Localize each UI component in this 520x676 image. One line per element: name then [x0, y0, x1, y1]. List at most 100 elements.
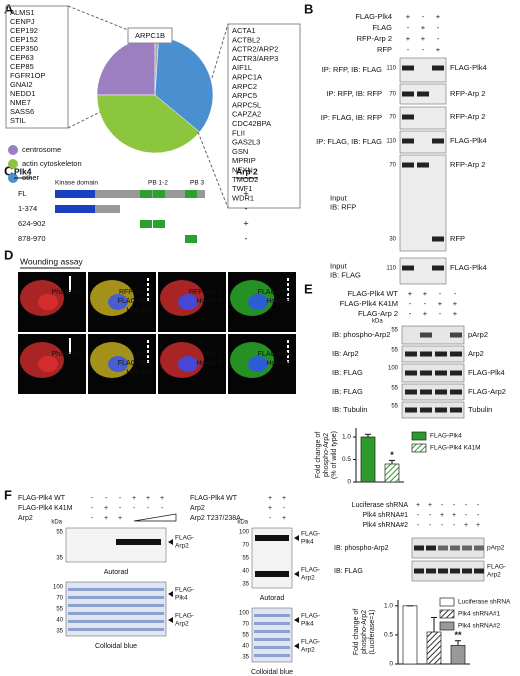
sign: +	[436, 12, 441, 21]
band	[474, 568, 484, 574]
sign: -	[429, 512, 432, 519]
gel-band	[254, 638, 290, 641]
band	[426, 545, 436, 551]
callout-label: ARPC1B	[135, 31, 165, 40]
domain	[185, 190, 197, 198]
legend-label: centrosome	[22, 145, 61, 154]
band	[462, 545, 472, 551]
band-label: Arp2	[301, 575, 315, 582]
blot-caption: Autorad	[260, 595, 285, 602]
panel-letter: A	[4, 1, 14, 16]
panel-letter: E	[304, 281, 313, 296]
sign: -	[417, 522, 420, 529]
band	[435, 389, 447, 395]
sign: -	[407, 23, 410, 32]
sign: -	[91, 495, 94, 502]
mw-marker: 55	[391, 328, 398, 334]
arrow	[294, 535, 299, 541]
band	[435, 370, 447, 376]
binding-result: -	[245, 203, 248, 213]
leader	[211, 23, 229, 79]
construct-label: 1-374	[18, 204, 37, 213]
domain	[153, 190, 165, 198]
panel-letter: B	[304, 1, 313, 16]
gene-name: GNAI2	[10, 80, 33, 89]
band	[462, 568, 472, 574]
stain-label: FLAG-Plk4	[118, 298, 152, 305]
band	[450, 407, 462, 413]
gene-name: TMOD2	[232, 175, 258, 184]
sign: -	[105, 495, 108, 502]
gene-box	[227, 23, 301, 209]
sign: +	[268, 495, 272, 502]
arrow	[294, 617, 299, 623]
gene-name: MPRIP	[232, 156, 256, 165]
gene-name: ACTA1	[232, 26, 256, 35]
band	[438, 545, 448, 551]
mw-marker: 55	[391, 404, 398, 410]
gene-name: CEP192	[10, 26, 38, 35]
gene-name: CDC42BPA	[232, 119, 271, 128]
legend-label: Plk4 shRNA#2	[458, 623, 501, 630]
callout-box	[127, 27, 173, 44]
domain-label: Kinase domain	[55, 180, 98, 187]
band-label: RFP-Arp 2	[450, 89, 485, 98]
band	[402, 114, 414, 120]
sign: -	[437, 23, 440, 32]
band	[420, 332, 432, 338]
blot-label: IB: FLAG	[330, 270, 361, 279]
band	[402, 91, 414, 97]
stain-label: FLAG-Plk4	[118, 360, 152, 367]
bar	[402, 605, 418, 665]
band-label: Plk4	[175, 595, 188, 602]
y-tick-label: 0	[347, 479, 351, 486]
stain-label: Hoechst	[196, 298, 222, 305]
blot-label: Input	[330, 193, 348, 202]
gene-name: FLII	[232, 128, 245, 137]
band	[432, 138, 444, 144]
blot-label: IB: phospho-Arp2	[332, 330, 390, 339]
band	[435, 351, 447, 357]
sign: +	[421, 34, 426, 43]
sign: +	[464, 522, 468, 529]
sign: -	[147, 505, 150, 512]
sign: +	[146, 495, 150, 502]
nucleus	[108, 356, 128, 372]
nucleus	[108, 294, 128, 310]
legend-label: FLAG-Plk4	[430, 433, 462, 440]
band-label: FLAG-Plk4	[450, 136, 487, 145]
blot-label: IB: Arp2	[332, 349, 359, 358]
sign: +	[476, 522, 480, 529]
condition-label: FLAG-Plk4 WT	[348, 289, 399, 298]
band-label: FLAG-	[487, 564, 506, 571]
band	[405, 389, 417, 395]
sign: -	[465, 512, 468, 519]
panel-letter: C	[4, 163, 14, 178]
blot	[399, 130, 447, 154]
stain-label: FLAG-Plk4	[258, 289, 292, 296]
band-label: FLAG-Plk4	[450, 263, 487, 272]
band	[417, 162, 429, 168]
gene-name: CAPZA2	[232, 110, 261, 119]
sign: -	[283, 505, 286, 512]
kda-label: kDa	[51, 520, 62, 526]
y-tick-label: 1.0	[342, 434, 351, 441]
mw-marker: 40	[56, 618, 63, 624]
gene-name: AIF1L	[232, 63, 252, 72]
band-label: Arp2	[175, 543, 189, 550]
band	[402, 65, 414, 71]
mw-marker: 55	[56, 607, 63, 613]
sign: -	[269, 515, 272, 522]
sign: +	[282, 515, 286, 522]
gene-name: NEDD1	[10, 89, 35, 98]
gene-name: CEP63	[10, 53, 34, 62]
sign: +	[440, 512, 444, 519]
bar	[450, 645, 466, 665]
blot-label: Input	[330, 261, 348, 270]
binding-result: -	[245, 233, 248, 243]
sign: -	[441, 522, 444, 529]
domain	[55, 205, 95, 213]
band-label: RFP	[450, 234, 465, 243]
band	[450, 332, 462, 338]
significance: **	[454, 630, 462, 640]
